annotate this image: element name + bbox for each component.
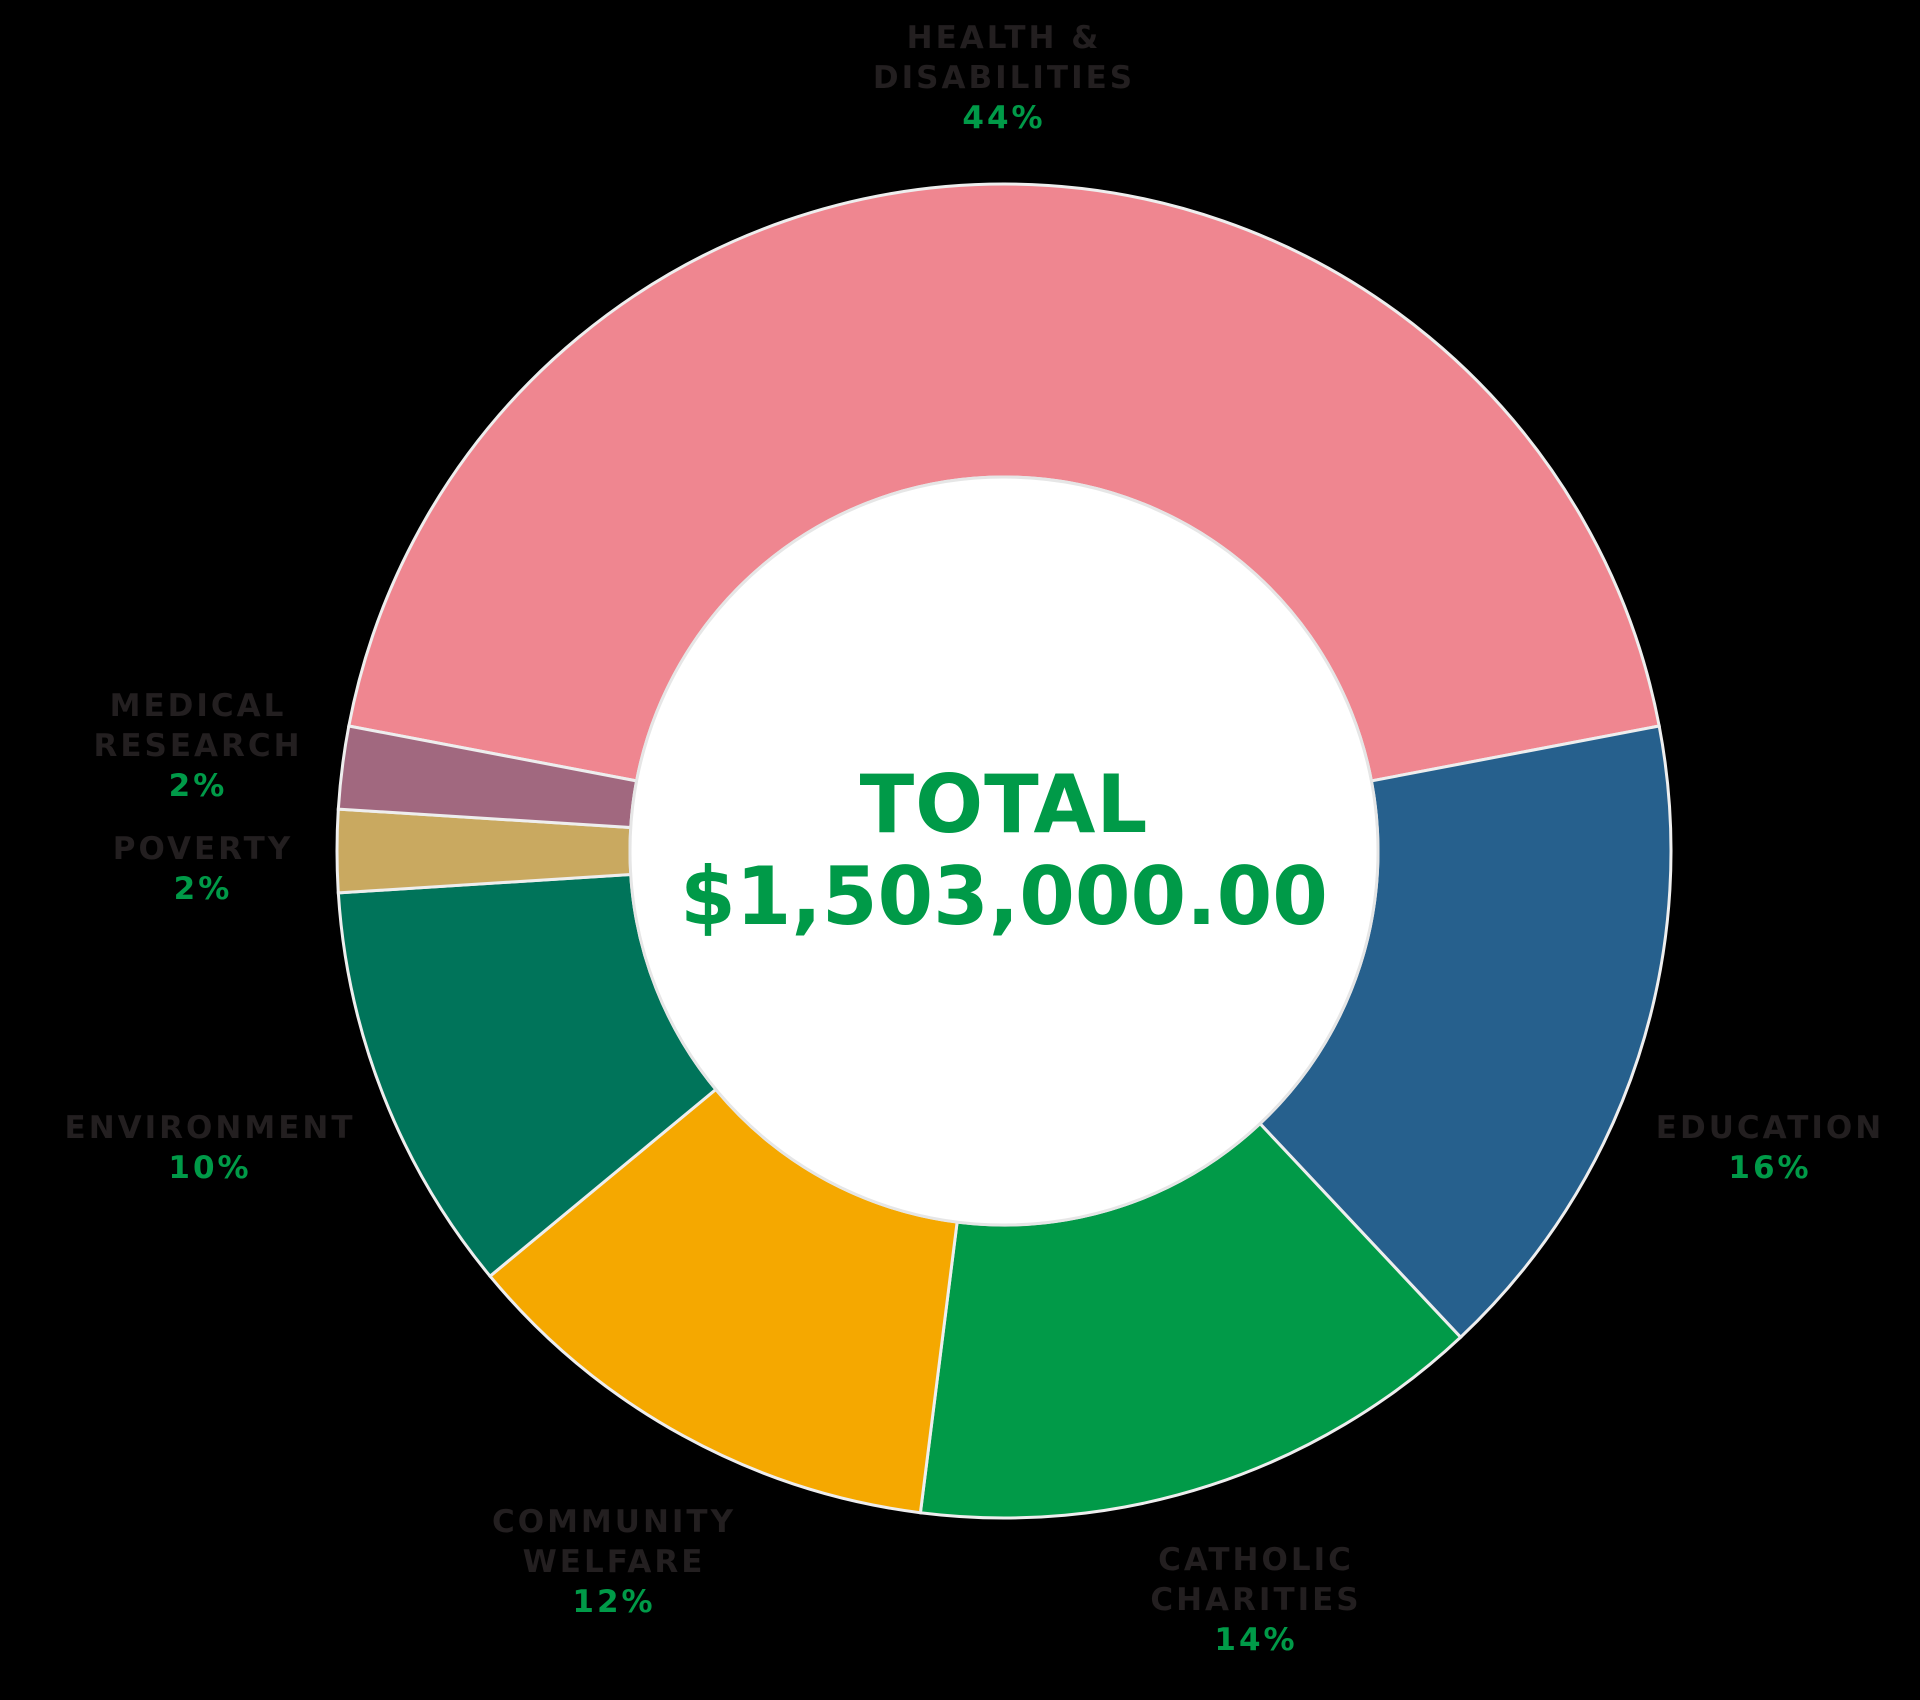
label-percent: 44% <box>962 100 1046 136</box>
label-name: WELFARE <box>522 1544 706 1580</box>
label-community-welfare: COMMUNITY WELFARE 12% <box>492 1502 736 1622</box>
label-percent: 14% <box>1214 1622 1298 1658</box>
label-name: EDUCATION <box>1655 1110 1885 1146</box>
label-name: RESEARCH <box>93 728 303 764</box>
label-percent: 2% <box>173 871 233 907</box>
label-name: MEDICAL <box>109 688 287 724</box>
total-amount: $1,503,000.00 <box>680 850 1328 943</box>
label-percent: 2% <box>168 768 228 804</box>
label-medical-research: MEDICAL RESEARCH 2% <box>93 686 302 806</box>
label-percent: 12% <box>572 1584 656 1620</box>
donut-hole <box>628 475 1380 1227</box>
label-catholic-charities: CATHOLIC CHARITIES 14% <box>1150 1540 1361 1660</box>
label-name: ENVIRONMENT <box>64 1110 356 1146</box>
label-education: EDUCATION 16% <box>1656 1108 1884 1188</box>
label-percent: 16% <box>1728 1150 1812 1186</box>
label-percent: 10% <box>168 1150 252 1186</box>
label-name: CHARITIES <box>1150 1582 1362 1618</box>
total-center-label: TOTAL $1,503,000.00 <box>680 759 1328 943</box>
label-health-disabilities: HEALTH & DISABILITIES 44% <box>873 18 1135 138</box>
label-name: DISABILITIES <box>872 60 1136 96</box>
label-poverty: POVERTY 2% <box>113 829 293 909</box>
label-name: CATHOLIC <box>1158 1542 1354 1578</box>
label-name: HEALTH & <box>906 20 1102 56</box>
label-name: COMMUNITY <box>491 1504 737 1540</box>
label-environment: ENVIRONMENT 10% <box>65 1108 356 1188</box>
label-name: POVERTY <box>112 831 294 867</box>
total-title: TOTAL <box>859 758 1149 851</box>
